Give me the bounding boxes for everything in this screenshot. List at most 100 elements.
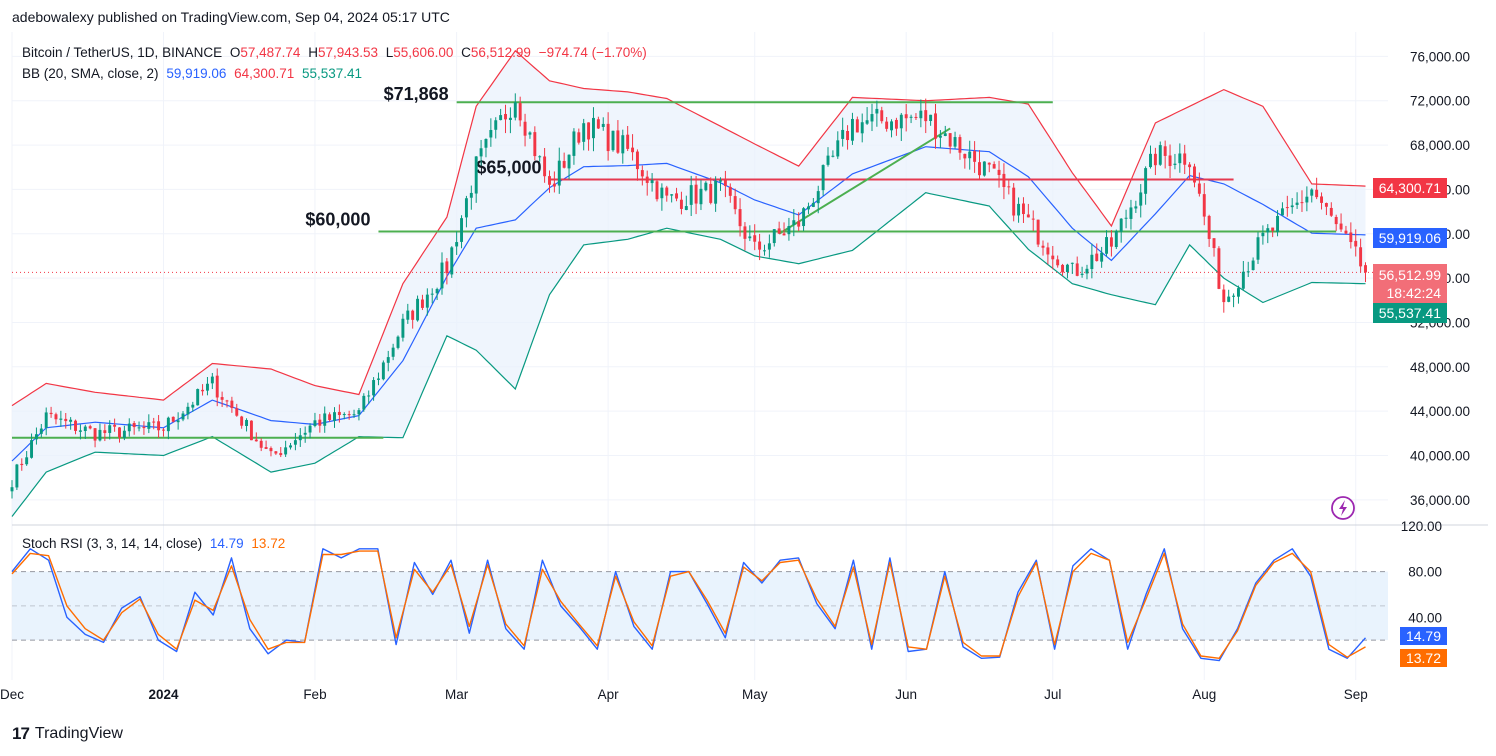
- candle-body: [1041, 245, 1045, 248]
- x-tick-label: Sep: [1344, 687, 1368, 702]
- candle-body: [162, 429, 165, 431]
- candle-body: [1080, 273, 1084, 275]
- candlesticks: [10, 93, 1367, 499]
- candle-body: [1300, 202, 1304, 204]
- candle-body: [850, 118, 854, 141]
- candle-body: [108, 425, 112, 433]
- low-label: L: [385, 45, 394, 60]
- candle-body: [758, 241, 762, 250]
- high-value: 57,943.53: [317, 45, 378, 60]
- candle-body: [445, 261, 449, 274]
- candle-body: [577, 132, 581, 143]
- candle-body: [533, 132, 537, 157]
- candle-body: [293, 440, 297, 445]
- candle-body: [797, 221, 801, 227]
- candle-body: [1364, 265, 1367, 273]
- symbol-name[interactable]: Bitcoin / TetherUS, 1D, BINANCE: [22, 45, 223, 60]
- candle-body: [743, 226, 747, 239]
- close-label: C: [461, 45, 471, 60]
- candle-body: [704, 182, 708, 191]
- candle-body: [1075, 263, 1079, 276]
- candle-body: [1090, 254, 1094, 270]
- candle-body: [196, 389, 200, 406]
- candle-body: [489, 129, 493, 138]
- candle-body: [1202, 194, 1206, 217]
- rsi-label[interactable]: Stoch RSI (3, 3, 14, 14, close): [22, 536, 203, 551]
- candle-body: [802, 208, 806, 227]
- candle-body: [875, 108, 879, 114]
- candle-body: [337, 411, 341, 416]
- candle-body: [411, 310, 415, 320]
- candle-body: [1153, 153, 1157, 166]
- candle-body: [391, 347, 395, 357]
- candle-body: [279, 453, 283, 456]
- candle-body: [1354, 240, 1358, 247]
- candle-body: [806, 206, 810, 210]
- candle-body: [377, 378, 380, 380]
- candle-body: [342, 414, 346, 416]
- candle-body: [367, 395, 371, 397]
- y-tick-label: 44,000.00: [1410, 404, 1470, 419]
- candle-body: [611, 130, 615, 151]
- candle-body: [1276, 215, 1280, 233]
- candle-body: [1266, 228, 1270, 233]
- candle-body: [699, 188, 703, 205]
- candle-body: [381, 362, 385, 380]
- bb-label[interactable]: BB (20, SMA, close, 2): [22, 66, 159, 81]
- candle-body: [826, 155, 830, 165]
- candle-body: [1251, 260, 1255, 271]
- candle-body: [245, 419, 249, 427]
- candle-body: [49, 412, 53, 415]
- candle-body: [953, 137, 957, 147]
- candle-body: [118, 427, 121, 438]
- candle-body: [1007, 186, 1011, 188]
- candle-body: [523, 121, 527, 136]
- x-tick-label: Jun: [895, 687, 917, 702]
- candle-body: [1183, 153, 1187, 165]
- candle-body: [171, 416, 175, 422]
- x-tick-label: May: [742, 687, 768, 702]
- candle-body: [904, 114, 908, 119]
- bb-fill: [12, 50, 1366, 517]
- candle-body: [924, 110, 928, 122]
- candle-body: [1021, 203, 1025, 215]
- candle-body: [333, 412, 336, 421]
- candle-body: [1173, 163, 1177, 165]
- candle-body: [1310, 189, 1314, 196]
- candle-body: [655, 181, 659, 200]
- bb-lower-value: 55,537.41: [301, 66, 363, 81]
- candle-body: [1149, 153, 1152, 168]
- candle-body: [909, 116, 913, 118]
- candle-body: [714, 180, 718, 204]
- candle-body: [567, 154, 571, 169]
- candle-body: [210, 376, 214, 384]
- candle-body: [235, 408, 239, 416]
- candle-body: [122, 430, 126, 439]
- tradingview-logo[interactable]: 17 TradingView: [12, 724, 123, 744]
- candle-body: [78, 430, 82, 432]
- candle-body: [499, 115, 503, 121]
- candle-body: [792, 220, 796, 226]
- candle-body: [230, 400, 234, 409]
- candle-body: [1109, 237, 1113, 247]
- candle-body: [440, 262, 444, 289]
- candle-body: [1119, 218, 1123, 232]
- bb-legend: BB (20, SMA, close, 2) 59,919.06 64,300.…: [22, 66, 366, 81]
- candle-body: [450, 247, 454, 275]
- candle-body: [34, 434, 38, 440]
- rsi-d-price-label: 13.72: [1399, 649, 1447, 667]
- candle-body: [127, 423, 131, 432]
- candle-body: [298, 435, 302, 441]
- candle-body: [372, 380, 376, 396]
- candle-body: [723, 179, 727, 187]
- candle-body: [1271, 227, 1275, 231]
- candle-body: [152, 421, 156, 423]
- candle-body: [1168, 155, 1172, 166]
- lightning-icon[interactable]: [1331, 496, 1355, 520]
- candle-body: [313, 420, 317, 426]
- rsi-tick-label: 40.00: [1408, 610, 1442, 625]
- bollinger-band: [11, 49, 1366, 517]
- candle-body: [1163, 146, 1167, 156]
- low-value: 55,606.00: [393, 45, 454, 60]
